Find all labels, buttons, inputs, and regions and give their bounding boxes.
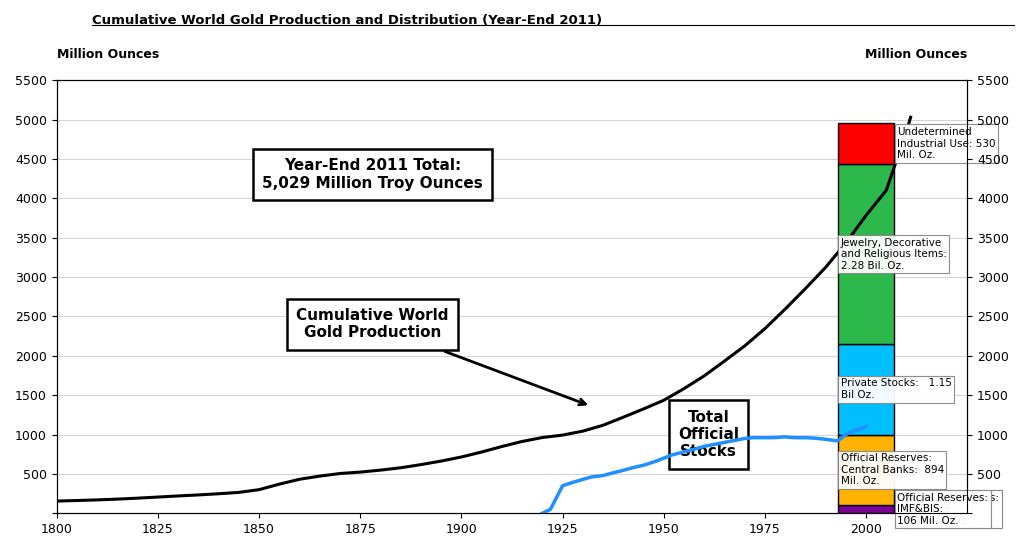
Text: Million Ounces: Million Ounces: [865, 47, 968, 61]
Text: Million Ounces: Million Ounces: [56, 47, 159, 61]
Bar: [838, 505, 894, 514]
Text: Official Reserves:
IMF&BIS:
106 Mil. Oz.: Official Reserves: IMF&BIS: 106 Mil. Oz.: [908, 493, 999, 526]
Text: Official Reserves:
Central Banks:  894
Mil. Oz.: Official Reserves: Central Banks: 894 Mi…: [841, 453, 944, 487]
Text: Cumulative World Gold Production and Distribution (Year-End 2011): Cumulative World Gold Production and Dis…: [92, 14, 602, 27]
Bar: [838, 164, 894, 344]
Text: Undetermined
Industrial Use: 530
Mil. Oz.: Undetermined Industrial Use: 530 Mil. Oz…: [897, 127, 995, 160]
Bar: [838, 344, 894, 435]
Text: Official Reserves:
IMF&BIS:
106 Mil. Oz.: Official Reserves: IMF&BIS: 106 Mil. Oz.: [897, 493, 988, 526]
Text: Total
Official
Stocks: Total Official Stocks: [678, 409, 738, 460]
Bar: [838, 435, 894, 505]
Text: Private Stocks:   1.15
Bil Oz.: Private Stocks: 1.15 Bil Oz.: [841, 379, 951, 400]
Text: Jewelry, Decorative
and Religious Items:
2.28 Bil. Oz.: Jewelry, Decorative and Religious Items:…: [841, 237, 946, 271]
Bar: [838, 123, 894, 164]
Text: Cumulative World
Gold Production: Cumulative World Gold Production: [296, 308, 586, 405]
Text: Year-End 2011 Total:
5,029 Million Troy Ounces: Year-End 2011 Total: 5,029 Million Troy …: [262, 159, 482, 191]
